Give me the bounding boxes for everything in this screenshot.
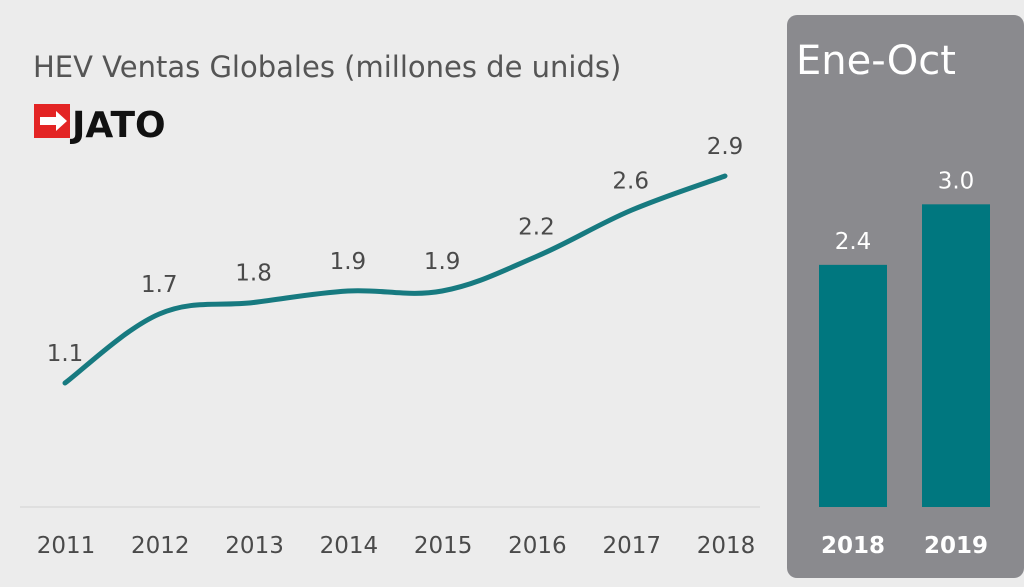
bar	[922, 204, 990, 507]
data-label: 2.9	[707, 134, 744, 160]
x-tick-label: 2012	[131, 533, 190, 559]
bar	[819, 264, 887, 507]
chart-title: HEV Ventas Globales (millones de unids)	[33, 50, 621, 84]
x-tick-label: 2013	[225, 533, 284, 559]
data-label: 2.6	[612, 169, 649, 195]
data-label: 1.1	[47, 341, 84, 367]
x-tick-label: 2016	[508, 533, 567, 559]
data-label: 1.9	[330, 249, 367, 275]
data-label: 1.9	[424, 249, 461, 275]
x-tick-label: 2011	[37, 533, 96, 559]
bar-data-label: 2.4	[835, 229, 872, 255]
data-label: 1.7	[141, 272, 178, 298]
series-line	[62, 173, 728, 386]
bar-x-tick-label: 2019	[924, 533, 988, 559]
bar-x-tick-label: 2018	[821, 533, 885, 559]
data-label: 2.2	[518, 215, 555, 241]
jato-logo-arrow-icon	[40, 111, 67, 131]
bar-data-label: 3.0	[938, 168, 975, 194]
line-chart: 1.1 2011 1.7 2012 1.8 2013 1.9 2014 1.9 2015 2.2 20…	[37, 134, 756, 559]
x-tick-label: 2017	[602, 533, 661, 559]
data-label: 1.8	[235, 261, 272, 287]
jato-logo: JATO	[34, 104, 166, 146]
bar-chart: 2.4 2018 3.0 2019	[819, 168, 990, 559]
x-tick-label: 2018	[697, 533, 756, 559]
jato-logo-text: JATO	[69, 105, 166, 146]
panel-title: Ene-Oct	[796, 38, 956, 84]
x-tick-label: 2014	[320, 533, 379, 559]
x-tick-label: 2015	[414, 533, 473, 559]
